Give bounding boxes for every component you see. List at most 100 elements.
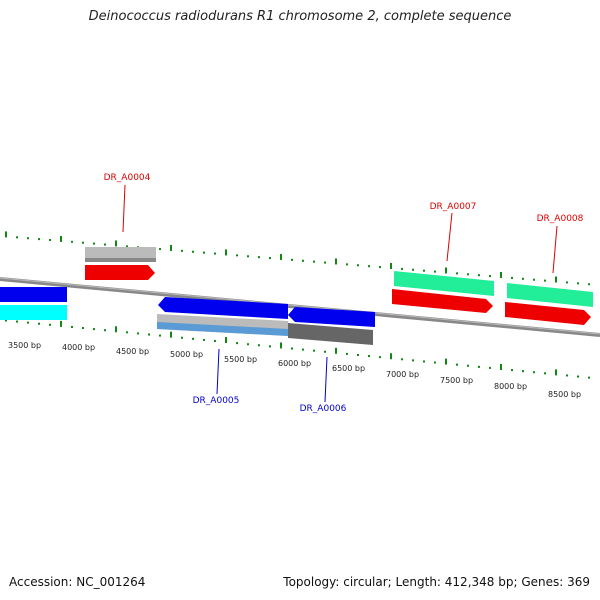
minor-tick-mark: [401, 358, 403, 361]
scale-label: 4500 bp: [116, 347, 149, 356]
backbone-line: [0, 277, 600, 337]
minor-tick-mark: [302, 259, 304, 262]
minor-tick-mark: [82, 241, 84, 244]
gene-label-dra0007[interactable]: DR_A0007: [430, 202, 477, 212]
minor-tick-mark: [159, 334, 161, 337]
gene-arrow-dra0008[interactable]: [505, 302, 591, 325]
gene-feature-darkgrey-dra0006[interactable]: [288, 323, 373, 345]
gene-label-dra0006[interactable]: DR_A0006: [300, 404, 347, 414]
minor-tick-mark: [159, 248, 161, 251]
top-tick-track: [5, 231, 590, 286]
minor-tick-mark: [467, 364, 469, 367]
minor-tick-mark: [247, 255, 249, 258]
major-tick-mark: [390, 353, 392, 360]
minor-tick-mark: [357, 353, 359, 356]
gene-feature-grey-dra0004-shade: [85, 258, 156, 262]
leader-dra0004: [122, 184, 126, 233]
minor-tick-mark: [401, 267, 403, 270]
minor-tick-mark: [478, 365, 480, 368]
minor-tick-mark: [38, 238, 40, 241]
minor-tick-mark: [577, 375, 579, 378]
minor-tick-mark: [379, 356, 381, 359]
major-tick-mark: [280, 342, 282, 349]
major-tick-mark: [280, 253, 282, 260]
minor-tick-mark: [181, 249, 183, 252]
minor-tick-mark: [203, 251, 205, 254]
scale-label: 4000 bp: [62, 343, 95, 352]
backbone-line-highlight: [0, 277, 600, 335]
major-tick-mark: [115, 326, 117, 333]
minor-tick-mark: [588, 283, 590, 286]
major-tick-mark: [500, 272, 502, 278]
minor-tick-mark: [533, 278, 535, 281]
accession-text: Accession: NC_001264: [9, 575, 146, 589]
minor-tick-mark: [313, 260, 315, 263]
gene-feature-green-dra0008[interactable]: [507, 283, 593, 307]
minor-tick-mark: [214, 339, 216, 342]
major-tick-mark: [335, 347, 337, 354]
minor-tick-mark: [247, 343, 249, 346]
leader-dra0007: [446, 212, 453, 262]
minor-tick-mark: [93, 242, 95, 245]
minor-tick-mark: [313, 349, 315, 352]
major-tick-mark: [445, 358, 447, 365]
gene-label-dra0004[interactable]: DR_A0004: [104, 173, 151, 183]
gene-arrow-dra0006-reverse[interactable]: [288, 307, 375, 327]
minor-tick-mark: [291, 258, 293, 261]
gene-feature-green-dra0007[interactable]: [394, 271, 494, 296]
leader-dra0005: [216, 348, 220, 395]
minor-tick-mark: [456, 363, 458, 366]
major-tick-mark: [390, 262, 392, 269]
minor-tick-mark: [302, 348, 304, 351]
minor-tick-mark: [236, 342, 238, 345]
minor-tick-mark: [49, 239, 51, 242]
minor-tick-mark: [357, 264, 359, 267]
major-tick-mark: [225, 249, 227, 256]
gene-feature-steelblue-dra0005[interactable]: [157, 322, 288, 336]
scale-label: 8500 bp: [548, 390, 581, 399]
gene-label-dra0005[interactable]: DR_A0005: [193, 396, 240, 406]
scale-label: 7500 bp: [440, 376, 473, 385]
map-title: Deinococcus radiodurans R1 chromosome 2,…: [88, 9, 512, 24]
minor-tick-mark: [368, 265, 370, 268]
minor-tick-mark: [324, 261, 326, 264]
scale-label: 8000 bp: [494, 382, 527, 391]
minor-tick-mark: [511, 276, 513, 279]
minor-tick-mark: [104, 243, 106, 246]
scale-label: 3500 bp: [8, 341, 41, 350]
gene-arrow-dra0004[interactable]: [85, 265, 155, 280]
scale-label: 5500 bp: [224, 355, 257, 364]
leader-dra0008: [552, 225, 558, 274]
minor-tick-mark: [126, 245, 128, 248]
minor-tick-mark: [214, 252, 216, 255]
minor-tick-mark: [478, 274, 480, 277]
minor-tick-mark: [148, 333, 150, 336]
minor-tick-mark: [126, 331, 128, 334]
minor-tick-mark: [258, 344, 260, 347]
major-tick-mark: [225, 337, 227, 344]
minor-tick-mark: [566, 374, 568, 377]
gene-arrow-dra0005-reverse[interactable]: [158, 297, 288, 319]
gene-feature-blue-left[interactable]: [0, 287, 67, 302]
minor-tick-mark: [544, 279, 546, 282]
major-tick-mark: [170, 244, 172, 251]
minor-tick-mark: [236, 254, 238, 257]
minor-tick-mark: [434, 270, 436, 273]
minor-tick-mark: [27, 237, 29, 240]
minor-tick-mark: [49, 323, 51, 326]
scale-labels: 3500 bp 4000 bp 4500 bp 5000 bp 5500 bp …: [8, 341, 581, 399]
gene-label-dra0008[interactable]: DR_A0008: [537, 214, 584, 224]
minor-tick-mark: [544, 372, 546, 375]
gene-arrow-dra0007[interactable]: [392, 289, 493, 313]
gene-feature-cyan-left[interactable]: [0, 305, 67, 320]
minor-tick-mark: [489, 366, 491, 369]
scale-label: 5000 bp: [170, 350, 203, 359]
leader-dra0006: [324, 356, 328, 403]
minor-tick-mark: [566, 281, 568, 284]
minor-tick-mark: [137, 332, 139, 335]
major-tick-mark: [555, 276, 557, 283]
minor-tick-mark: [38, 322, 40, 325]
major-tick-mark: [500, 364, 502, 370]
minor-tick-mark: [192, 337, 194, 340]
